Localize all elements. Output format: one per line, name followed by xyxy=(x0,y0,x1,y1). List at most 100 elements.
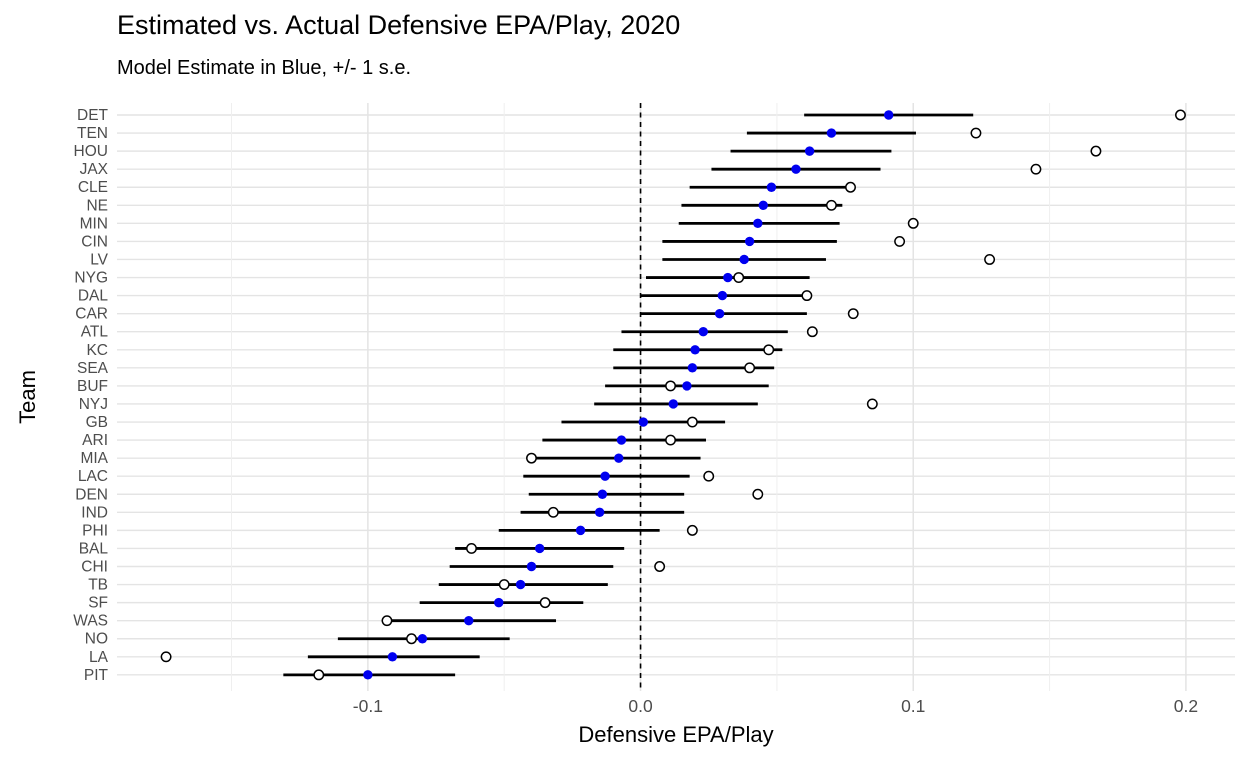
actual-point-DET xyxy=(1175,109,1186,121)
y-tick-label-CIN: CIN xyxy=(81,233,108,250)
y-tick-label-JAX: JAX xyxy=(80,161,109,178)
y-tick-label-KC: KC xyxy=(86,342,108,359)
estimate-point-WAS xyxy=(464,615,474,626)
actual-point-WAS xyxy=(381,615,393,627)
y-tick-label-DET: DET xyxy=(77,107,109,124)
y-tick-label-PHI: PHI xyxy=(82,522,108,539)
y-tick-label-TB: TB xyxy=(88,577,108,594)
estimate-point-LAC xyxy=(600,471,610,481)
estimate-point-NYG xyxy=(723,272,733,283)
chart-title: Estimated vs. Actual Defensive EPA/Play,… xyxy=(117,10,681,40)
actual-point-CLE xyxy=(845,181,856,193)
estimate-point-CLE xyxy=(766,182,777,192)
estimate-point-CAR xyxy=(714,308,725,319)
actual-point-NE xyxy=(825,199,837,211)
estimate-point-SEA xyxy=(687,363,698,373)
y-tick-label-WAS: WAS xyxy=(73,613,108,630)
chart-subtitle: Model Estimate in Blue, +/- 1 s.e. xyxy=(117,57,412,79)
y-tick-label-MIA: MIA xyxy=(80,450,108,467)
y-tick-label-NYG: NYG xyxy=(74,270,108,287)
actual-point-PIT xyxy=(313,669,325,681)
y-tick-label-PIT: PIT xyxy=(84,667,109,684)
actual-point-ARI xyxy=(665,434,676,446)
y-tick-label-SEA: SEA xyxy=(77,360,109,377)
estimate-point-CIN xyxy=(744,236,755,247)
y-tick-label-CLE: CLE xyxy=(78,179,108,196)
estimate-point-HOU xyxy=(804,146,815,156)
estimate-point-LA xyxy=(387,652,398,662)
y-tick-label-IND: IND xyxy=(81,504,108,521)
y-tick-label-TEN: TEN xyxy=(77,125,108,142)
y-tick-label-NO: NO xyxy=(85,631,108,648)
estimate-point-BUF xyxy=(682,381,692,391)
estimate-point-LV xyxy=(739,254,749,265)
actual-point-DAL xyxy=(801,290,813,302)
actual-point-BAL xyxy=(466,542,477,554)
actual-point-ATL xyxy=(806,326,818,338)
y-tick-label-LAC: LAC xyxy=(78,468,108,485)
actual-point-CHI xyxy=(654,561,666,572)
y-tick-label-CHI: CHI xyxy=(81,559,108,576)
y-tick-label-BAL: BAL xyxy=(79,540,109,557)
y-tick-label-LV: LV xyxy=(90,251,108,268)
y-tick-label-ATL: ATL xyxy=(81,324,109,341)
estimate-point-BAL xyxy=(534,543,545,554)
estimate-point-NE xyxy=(758,200,768,210)
estimate-point-SF xyxy=(494,597,504,608)
actual-point-TEN xyxy=(970,127,982,139)
estimate-point-TB xyxy=(515,579,526,590)
estimate-point-MIN xyxy=(753,218,763,229)
estimate-point-ARI xyxy=(616,435,627,445)
y-tick-label-ARI: ARI xyxy=(82,432,108,449)
estimate-point-IND xyxy=(594,507,605,518)
x-axis-title: Defensive EPA/Play xyxy=(578,722,774,747)
estimate-point-NYJ xyxy=(668,399,678,409)
actual-point-LA xyxy=(160,651,172,663)
actual-point-HOU xyxy=(1090,145,1102,157)
actual-point-KC xyxy=(763,344,775,356)
actual-point-MIN xyxy=(907,217,919,229)
estimate-point-ATL xyxy=(698,327,708,337)
actual-point-CAR xyxy=(847,308,859,320)
actual-point-SF xyxy=(539,597,551,609)
y-tick-label-DEN: DEN xyxy=(75,486,108,503)
x-tick-label: -0.1 xyxy=(353,696,383,716)
actual-point-NO xyxy=(406,633,417,645)
y-tick-label-LA: LA xyxy=(89,649,109,666)
actual-point-GB xyxy=(686,416,698,428)
y-tick-label-MIN: MIN xyxy=(80,215,108,232)
estimate-point-DET xyxy=(883,110,894,120)
actual-point-LAC xyxy=(703,470,715,482)
estimate-point-PHI xyxy=(575,525,586,536)
estimate-point-CHI xyxy=(526,561,537,572)
actual-point-LV xyxy=(984,254,996,265)
actual-point-MIA xyxy=(526,452,537,464)
y-tick-label-SF: SF xyxy=(88,595,108,612)
estimate-point-PIT xyxy=(363,670,373,680)
actual-point-NYG xyxy=(733,272,745,283)
estimate-point-TEN xyxy=(826,128,837,138)
actual-point-SEA xyxy=(744,362,756,374)
y-tick-label-NYJ: NYJ xyxy=(79,396,108,413)
x-tick-label: 0.1 xyxy=(901,696,925,716)
y-tick-label-CAR: CAR xyxy=(75,306,108,323)
estimate-point-DEN xyxy=(597,489,608,499)
estimate-point-NO xyxy=(417,634,428,644)
actual-point-BUF xyxy=(665,380,676,392)
estimate-point-DAL xyxy=(717,290,728,301)
x-tick-label: 0.2 xyxy=(1174,696,1198,716)
actual-point-JAX xyxy=(1030,163,1042,175)
estimate-point-JAX xyxy=(791,164,801,174)
y-tick-label-BUF: BUF xyxy=(77,378,108,395)
actual-point-NYJ xyxy=(866,398,878,410)
estimate-point-KC xyxy=(690,345,700,355)
actual-point-CIN xyxy=(894,235,906,247)
estimate-point-MIA xyxy=(614,453,624,463)
x-tick-label: 0.0 xyxy=(628,696,653,716)
y-tick-label-GB: GB xyxy=(86,414,108,431)
estimate-point-GB xyxy=(638,417,648,427)
y-tick-label-DAL: DAL xyxy=(78,288,109,305)
actual-point-DEN xyxy=(752,488,764,500)
